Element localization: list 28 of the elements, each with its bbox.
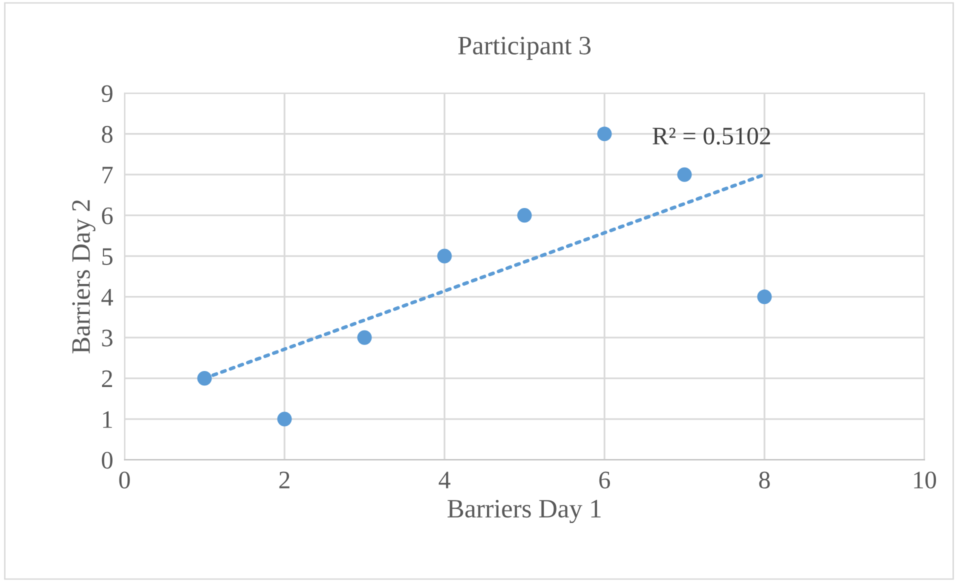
point: [357, 330, 372, 345]
point: [597, 126, 612, 142]
x-tick-label: 10: [914, 472, 936, 488]
y-tick-label: 7: [102, 166, 113, 184]
point: [197, 371, 212, 386]
annotation: R² = 0.5102: [652, 128, 770, 145]
point: [437, 248, 452, 264]
y-tick-label: 8: [102, 126, 112, 143]
y-tick-label: 6: [102, 207, 113, 224]
point: [757, 290, 772, 304]
y-tick-label: 2: [102, 370, 112, 387]
x-tick-label: 6: [599, 472, 610, 488]
point: [277, 412, 292, 426]
x-tick-label: 0: [119, 472, 130, 488]
y-tick-label: 3: [102, 330, 112, 346]
point: [677, 167, 692, 182]
y-tick-label: 5: [102, 248, 112, 265]
x-tick-label: 4: [438, 472, 450, 488]
x-tick-label: 8: [759, 472, 770, 488]
chart-title: Participant 3: [458, 36, 591, 60]
y-tick-label: 0: [102, 452, 112, 469]
y-axis-title: Barriers Day 2: [72, 200, 96, 354]
x-axis-title: Barriers Day 1: [448, 500, 601, 524]
x-tick-label: 2: [279, 472, 290, 488]
y-tick-label: 1: [103, 411, 112, 428]
y-tick-label: 4: [101, 289, 114, 306]
y-tick-label: 9: [102, 85, 112, 102]
point: [517, 208, 532, 223]
